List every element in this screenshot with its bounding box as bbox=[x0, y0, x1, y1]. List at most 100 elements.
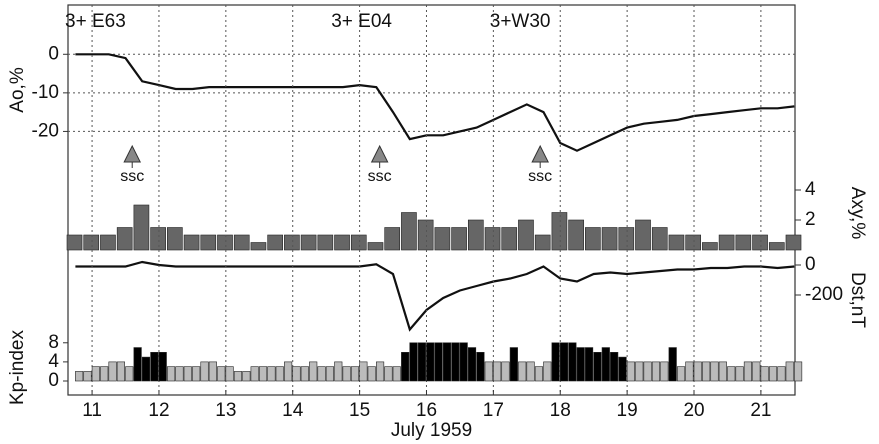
bar bbox=[601, 347, 610, 382]
bar bbox=[217, 234, 233, 251]
x-tick-label: 12 bbox=[148, 400, 169, 421]
bar bbox=[785, 361, 794, 382]
bar bbox=[417, 219, 434, 251]
bar bbox=[317, 366, 326, 382]
bar bbox=[75, 371, 84, 382]
x-tick-label: 16 bbox=[416, 400, 437, 421]
bar bbox=[133, 204, 150, 251]
bar bbox=[727, 366, 736, 382]
y-tick-label: 4 bbox=[48, 351, 59, 372]
bar bbox=[551, 212, 568, 251]
bar bbox=[777, 366, 786, 382]
bar bbox=[200, 361, 209, 382]
bar bbox=[509, 347, 518, 382]
bar bbox=[133, 347, 142, 382]
storm-label: 3+W30 bbox=[490, 11, 551, 32]
bar bbox=[551, 342, 560, 382]
bar bbox=[467, 219, 484, 251]
storm-label: 3+ E04 bbox=[331, 11, 392, 32]
bar bbox=[768, 242, 785, 251]
y-tick-label: -20 bbox=[32, 120, 59, 141]
x-axis-label: July 1959 bbox=[391, 420, 472, 441]
bar bbox=[200, 234, 217, 251]
bar bbox=[116, 361, 125, 382]
bar bbox=[376, 361, 385, 382]
bar bbox=[568, 342, 577, 382]
x-tick-label: 13 bbox=[215, 400, 236, 421]
bar bbox=[601, 227, 618, 251]
bar bbox=[384, 366, 393, 382]
bar bbox=[484, 361, 493, 382]
bar bbox=[158, 352, 167, 382]
bar bbox=[676, 366, 686, 382]
bar bbox=[568, 219, 584, 251]
bar bbox=[518, 219, 534, 251]
bar bbox=[417, 342, 426, 382]
bar bbox=[292, 366, 301, 382]
bar bbox=[593, 352, 602, 382]
data-line bbox=[75, 260, 795, 332]
bar bbox=[467, 347, 477, 382]
bar bbox=[718, 361, 727, 382]
bar bbox=[225, 366, 234, 382]
bar bbox=[710, 361, 719, 382]
bar bbox=[576, 347, 585, 382]
bar bbox=[116, 227, 133, 251]
bar bbox=[167, 366, 176, 382]
bar bbox=[501, 227, 518, 251]
x-tick-label: 19 bbox=[617, 400, 638, 421]
bar bbox=[284, 361, 293, 382]
bar bbox=[493, 361, 502, 382]
ssc-label: ssc bbox=[120, 168, 144, 185]
bar bbox=[434, 342, 443, 382]
ssc-arrow bbox=[123, 144, 142, 168]
bar bbox=[434, 227, 451, 251]
x-tick-label: 15 bbox=[349, 400, 370, 421]
bar bbox=[668, 234, 685, 251]
bar bbox=[635, 361, 644, 382]
bar bbox=[459, 342, 468, 382]
bar bbox=[401, 212, 417, 251]
y-axis-label: Kp-index bbox=[7, 330, 28, 405]
y-axis-label: Axy,% bbox=[847, 187, 868, 240]
bar bbox=[618, 356, 627, 382]
bar bbox=[150, 352, 159, 382]
bar bbox=[685, 234, 701, 251]
bar bbox=[702, 361, 711, 382]
bar bbox=[752, 361, 761, 382]
bar bbox=[300, 234, 317, 251]
bar bbox=[660, 361, 669, 382]
bar bbox=[125, 366, 134, 382]
bar bbox=[702, 242, 718, 251]
x-tick-label: 20 bbox=[683, 400, 704, 421]
bar bbox=[409, 342, 418, 382]
y-tick-label: 0 bbox=[805, 254, 816, 275]
bar bbox=[167, 227, 183, 251]
y-tick-label: -200 bbox=[805, 284, 843, 305]
bar bbox=[392, 366, 401, 382]
bar bbox=[401, 352, 410, 382]
bar bbox=[175, 366, 184, 382]
bar bbox=[651, 361, 661, 382]
y-tick-label: 4 bbox=[805, 179, 816, 200]
bar bbox=[317, 234, 334, 251]
bar bbox=[325, 366, 334, 382]
bar bbox=[309, 361, 318, 382]
bar bbox=[543, 361, 552, 382]
bar bbox=[610, 352, 619, 382]
bar bbox=[526, 361, 535, 382]
bar bbox=[651, 227, 668, 251]
bar bbox=[735, 234, 752, 251]
bar bbox=[735, 366, 744, 382]
y-tick-label: 0 bbox=[48, 370, 59, 391]
bar bbox=[258, 366, 268, 382]
bar bbox=[618, 227, 635, 251]
bar bbox=[83, 234, 100, 251]
bar bbox=[534, 234, 551, 251]
bar bbox=[718, 234, 735, 251]
bar bbox=[442, 342, 452, 382]
bar bbox=[217, 366, 226, 382]
bar bbox=[91, 366, 100, 382]
bar bbox=[342, 366, 351, 382]
